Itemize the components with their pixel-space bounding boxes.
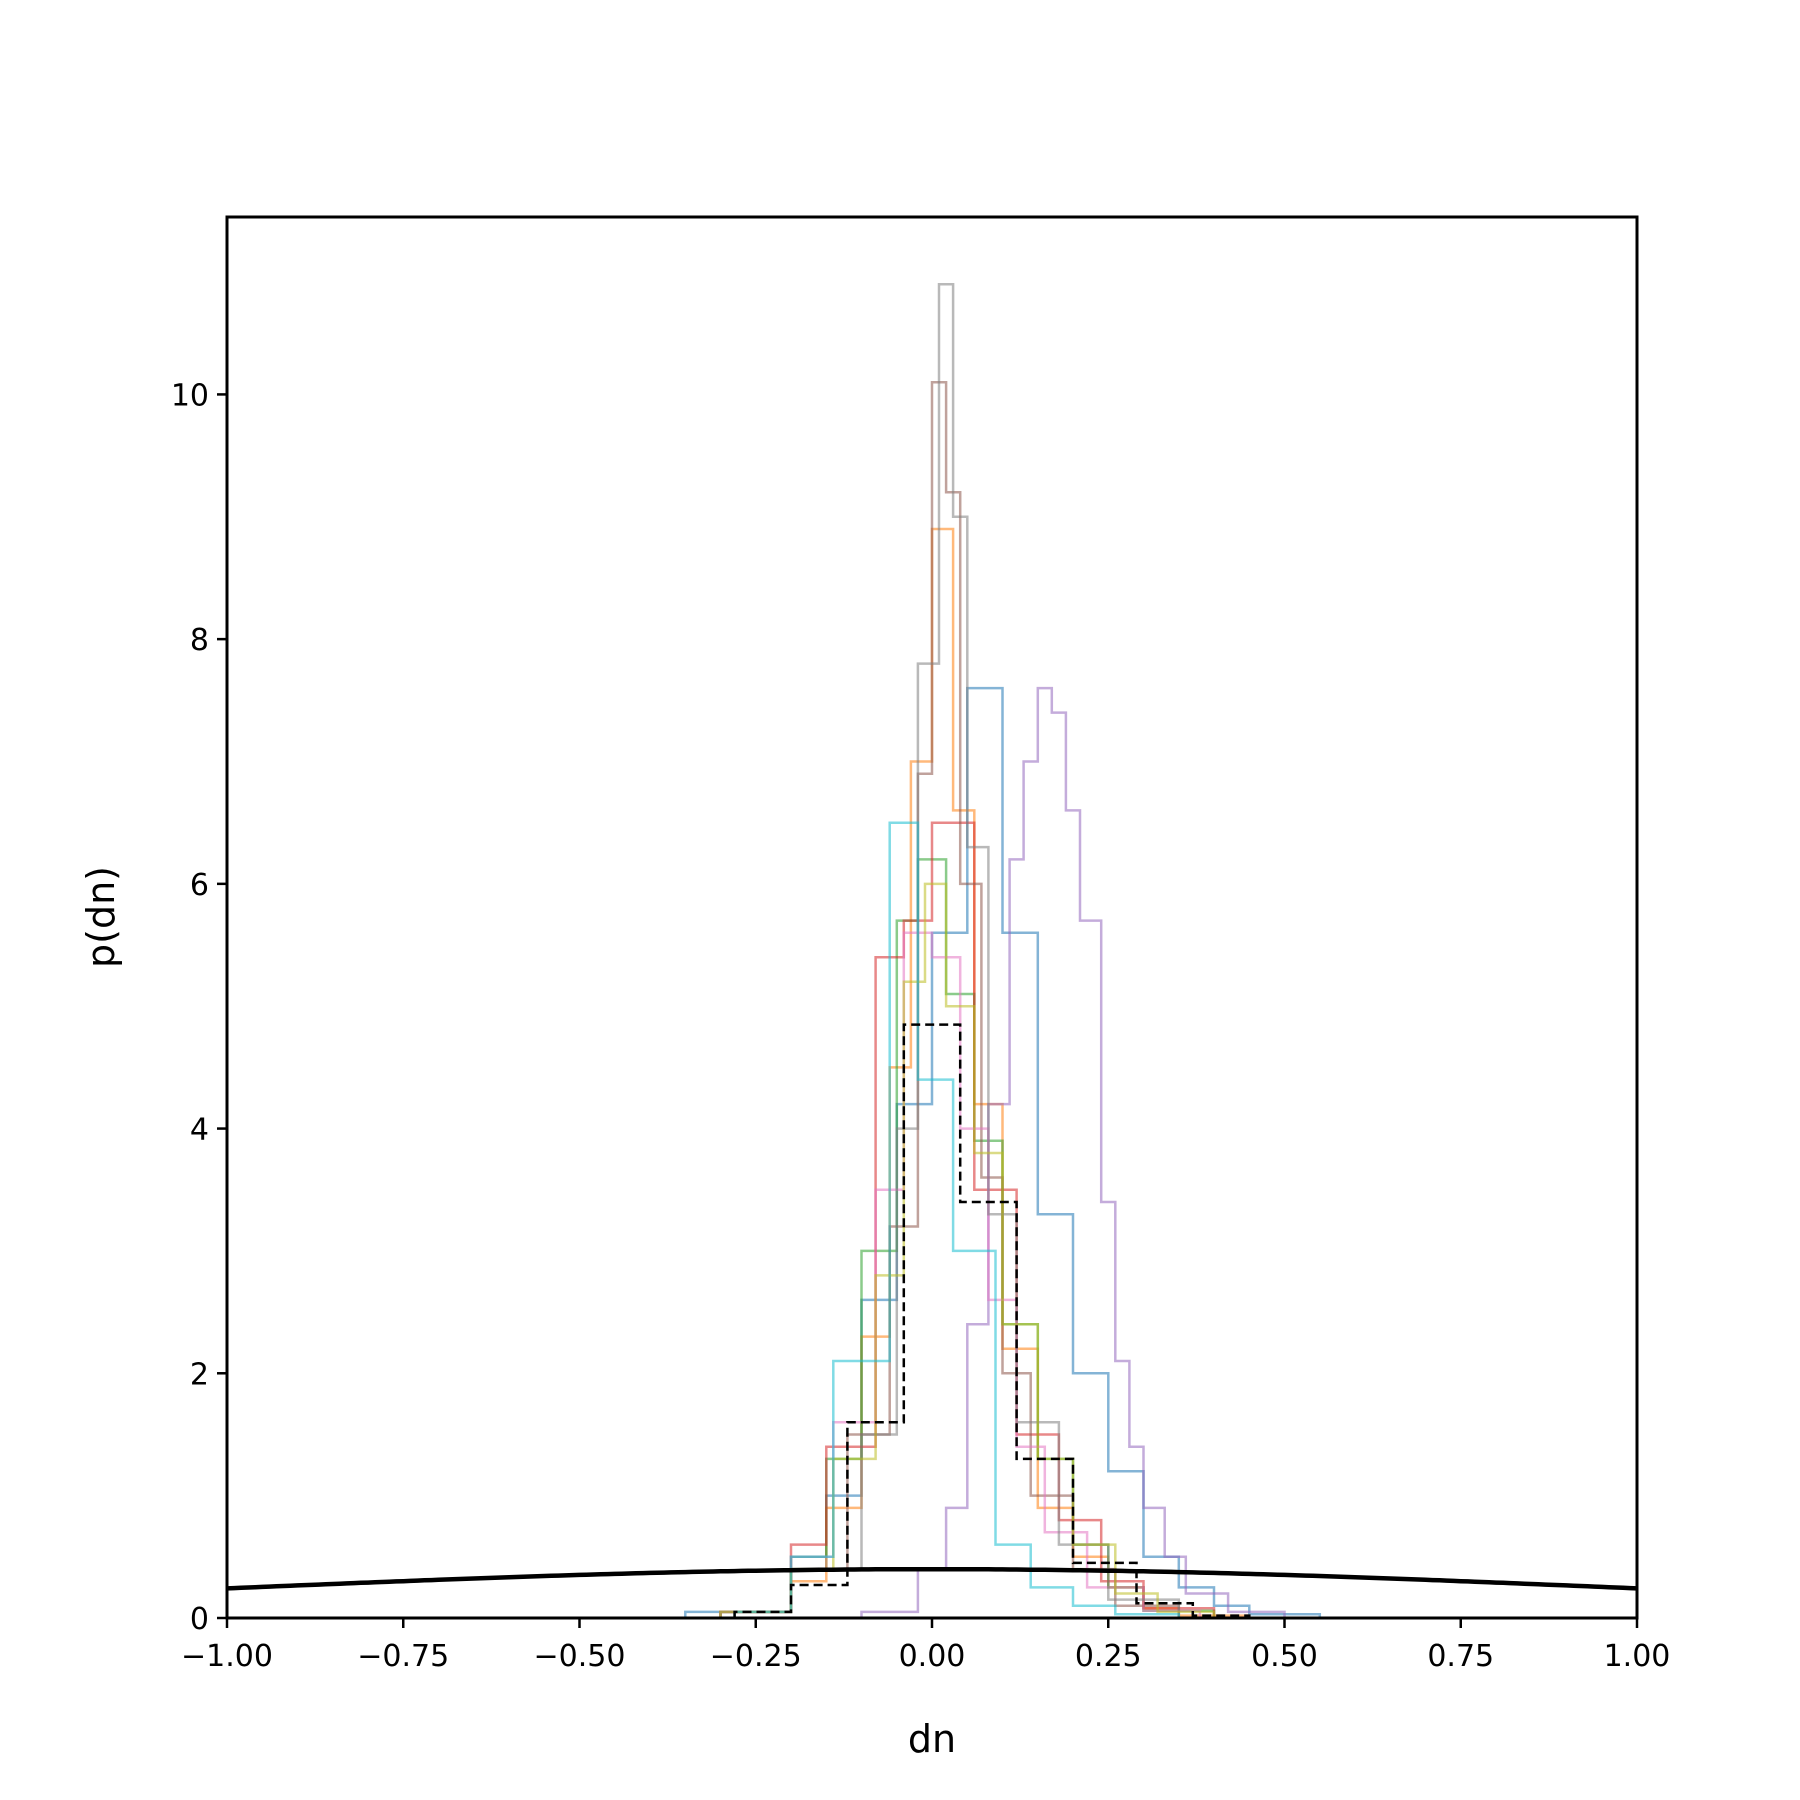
reference-normal-curve bbox=[227, 1566, 1637, 1591]
x-tick-label: −0.25 bbox=[710, 1639, 802, 1674]
y-tick-label: 10 bbox=[171, 378, 209, 413]
y-tick-label: 4 bbox=[190, 1113, 209, 1148]
histogram-series-5 bbox=[860, 686, 1286, 1618]
plot-area bbox=[684, 283, 1322, 1618]
x-tick-label: 0.75 bbox=[1427, 1639, 1494, 1674]
axis-ticks: −1.00 −0.75 −0.50 −0.25 0.00 0.25 0.50 0.75 1.00… bbox=[171, 378, 1671, 1674]
x-tick-label: 0.50 bbox=[1251, 1639, 1318, 1674]
x-tick-label: 1.00 bbox=[1604, 1639, 1671, 1674]
y-tick-label: 2 bbox=[190, 1357, 209, 1392]
histogram-series-10 bbox=[733, 821, 1181, 1618]
y-axis-label: p(dn) bbox=[79, 866, 123, 968]
x-tick-label: −0.50 bbox=[534, 1639, 626, 1674]
y-tick-label: 6 bbox=[190, 868, 209, 903]
y-tick-label: 8 bbox=[190, 623, 209, 658]
x-tick-label: −1.00 bbox=[181, 1639, 273, 1674]
reference-curve-layer bbox=[227, 1566, 1637, 1591]
x-tick-label: 0.00 bbox=[899, 1639, 966, 1674]
x-tick-label: −0.75 bbox=[357, 1639, 449, 1674]
dashed-histogram-series-11 bbox=[733, 1023, 1251, 1618]
x-axis-label: dn bbox=[908, 1717, 956, 1761]
y-tick-label: 0 bbox=[190, 1602, 209, 1637]
histogram-series-8 bbox=[719, 283, 1181, 1618]
x-tick-label: 0.25 bbox=[1075, 1639, 1142, 1674]
